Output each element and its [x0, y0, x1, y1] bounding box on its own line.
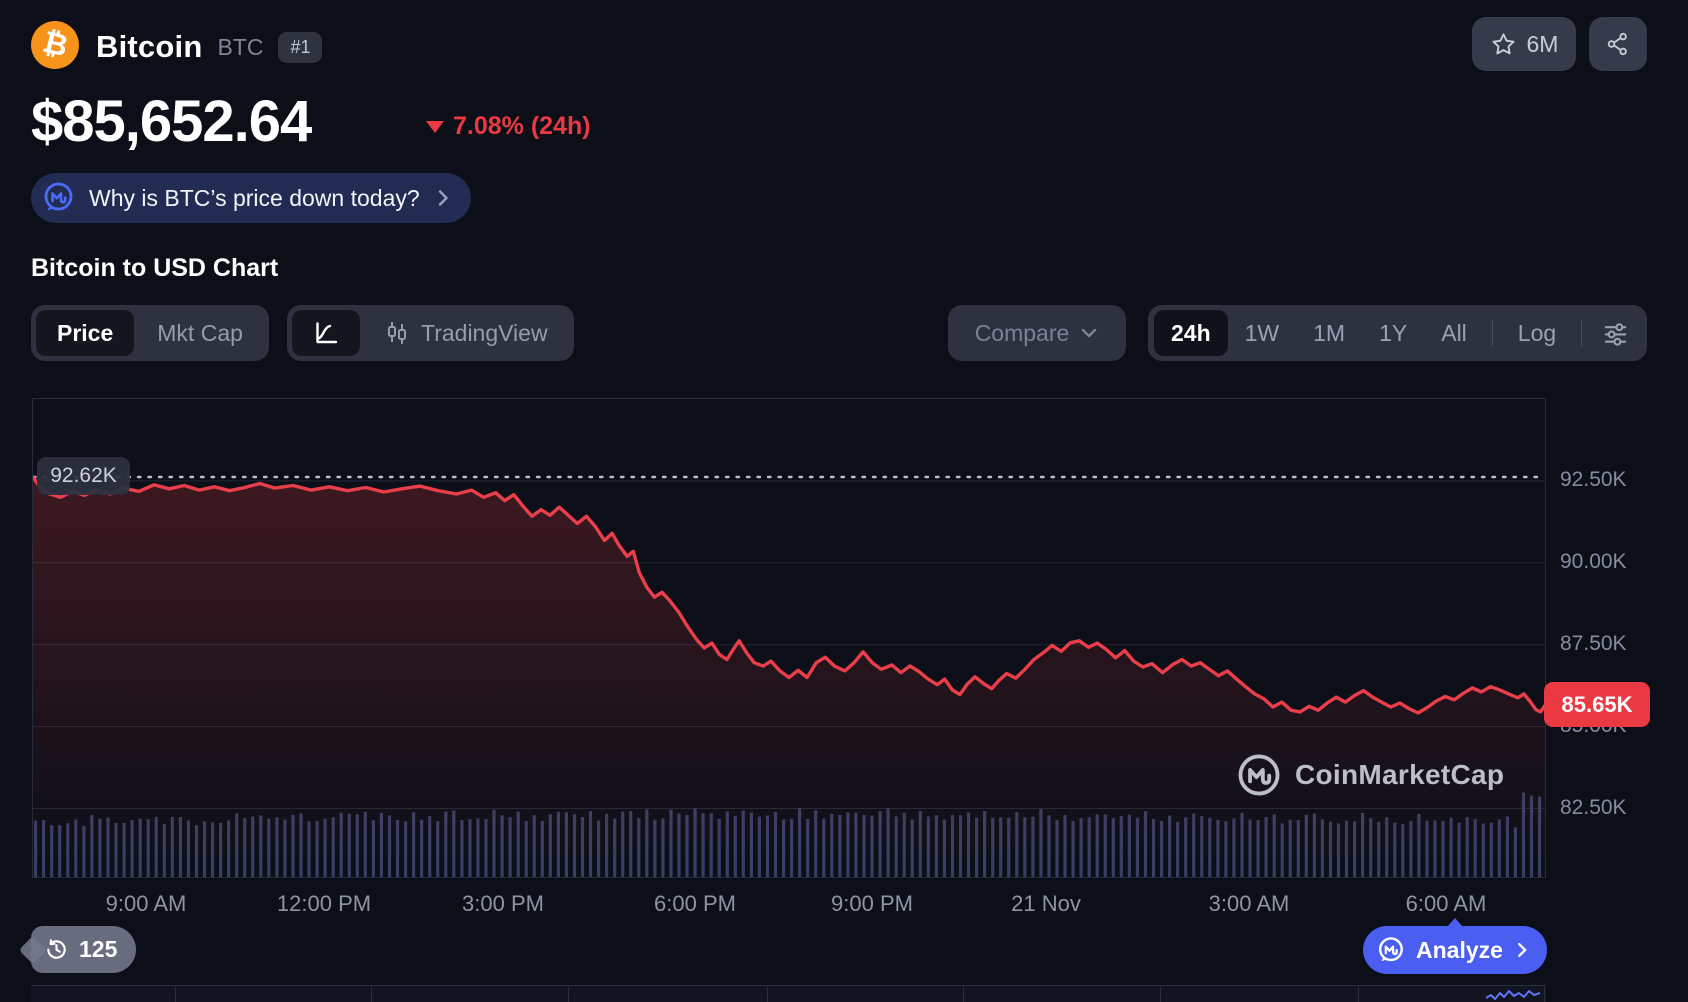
sliders-icon — [1604, 322, 1627, 346]
watermark-text: CoinMarketCap — [1295, 759, 1505, 790]
divider — [1491, 320, 1493, 346]
minimap-divider — [1358, 987, 1359, 1002]
range-all[interactable]: All — [1441, 319, 1467, 346]
price-change-text: 7.08% (24h) — [453, 112, 591, 140]
chart-type-toggle: TradingView — [287, 305, 574, 361]
x-tick: 9:00 PM — [831, 891, 913, 916]
reference-price-label: 92.62K — [50, 463, 117, 487]
cmc-chat-icon — [44, 182, 73, 211]
range-1y[interactable]: 1Y — [1379, 319, 1408, 346]
cmc-chat-icon — [1378, 936, 1403, 961]
tab-line-chart[interactable] — [292, 310, 360, 356]
range-1w[interactable]: 1W — [1244, 319, 1280, 346]
y-tick-87.50K: 87.50K — [1560, 631, 1627, 655]
tradingview-label: TradingView — [421, 319, 548, 346]
tab-mkt-cap[interactable]: Mkt Cap — [157, 319, 243, 346]
compare-label: Compare — [974, 319, 1070, 346]
reference-price-badge: 92.62K — [37, 456, 130, 495]
minimap-divider — [175, 987, 176, 1002]
minimap-divider — [767, 987, 768, 1002]
current-price: $85,652.64 — [31, 89, 312, 154]
rank-badge: #1 — [278, 31, 323, 63]
y-tick-92.50K: 92.50K — [1560, 467, 1627, 491]
analyze-label: Analyze — [1416, 936, 1503, 963]
chevron-right-icon — [438, 190, 448, 206]
compare-button[interactable]: Compare — [948, 305, 1126, 361]
minimap-divider — [568, 987, 569, 1002]
chevron-right-icon — [1518, 942, 1527, 958]
last-price-label: 85.65K — [1561, 691, 1633, 717]
chart-section-title: Bitcoin to USD Chart — [31, 254, 279, 282]
question-pill-label: Why is BTC’s price down today? — [89, 184, 420, 211]
last-price-badge: 85.65K — [1544, 682, 1650, 728]
line-chart-icon — [316, 322, 338, 344]
price-chart-canvas[interactable] — [33, 399, 1545, 877]
x-tick: 12:00 PM — [276, 891, 372, 916]
down-arrow-icon — [426, 120, 444, 133]
why-price-down-pill[interactable]: Why is BTC’s price down today? — [31, 173, 471, 223]
x-tick: 21 Nov — [1011, 891, 1081, 916]
chart-minimap[interactable] — [31, 985, 1546, 1002]
y-tick-90.00K: 90.00K — [1560, 549, 1627, 573]
coin-name: Bitcoin — [96, 29, 203, 64]
candlestick-icon — [388, 322, 406, 344]
history-badge[interactable]: 125 — [31, 926, 137, 973]
watchlist-button[interactable]: 6M — [1472, 17, 1576, 71]
coin-ticker: BTC — [217, 33, 264, 60]
tab-tradingview[interactable]: TradingView — [362, 310, 569, 356]
minimap-divider — [963, 987, 964, 1002]
minimap-divider — [1544, 987, 1545, 1002]
minimap-divider — [371, 987, 372, 1002]
price-change: 7.08% (24h) — [426, 112, 591, 141]
chevron-down-icon — [1082, 328, 1097, 338]
x-tick: 3:00 AM — [1208, 891, 1290, 916]
divider — [1581, 320, 1583, 346]
share-button[interactable] — [1589, 17, 1647, 71]
chart-settings-button[interactable] — [1590, 320, 1641, 347]
x-tick: 9:00 AM — [105, 891, 187, 916]
x-axis-labels: 9:00 AM 12:00 PM 3:00 PM 6:00 PM 9:00 PM 21 N… — [32, 891, 1546, 917]
y-tick-82.50K: 82.50K — [1560, 795, 1627, 819]
star-icon — [1492, 32, 1515, 54]
minimap-divider — [1160, 987, 1161, 1002]
log-scale-toggle[interactable]: Log — [1517, 319, 1557, 346]
range-1m[interactable]: 1M — [1313, 319, 1346, 346]
watermark: CoinMarketCap — [1236, 752, 1504, 798]
metric-toggle: Price Mkt Cap — [31, 305, 269, 361]
clock-history-icon — [47, 939, 66, 959]
history-count: 125 — [79, 936, 118, 962]
price-chart[interactable] — [32, 398, 1546, 878]
tab-price[interactable]: Price — [36, 310, 135, 356]
watchlist-count: 6M — [1526, 30, 1559, 57]
range-24h[interactable]: 24h — [1154, 310, 1228, 356]
coin-header: Bitcoin BTC #1 — [96, 27, 323, 67]
timeframe-selector: 24h 1W 1M 1Y All Log — [1148, 305, 1648, 361]
share-icon — [1607, 32, 1627, 56]
minimap-sparkline — [1486, 990, 1541, 1000]
x-tick: 3:00 PM — [462, 891, 544, 916]
x-tick: 6:00 PM — [654, 891, 736, 916]
bitcoin-logo-icon: ₿ — [31, 21, 79, 69]
analyze-button[interactable]: Analyze — [1363, 918, 1547, 974]
x-tick: 6:00 AM — [1405, 891, 1487, 916]
coinmarketcap-logo-icon — [1238, 754, 1280, 796]
